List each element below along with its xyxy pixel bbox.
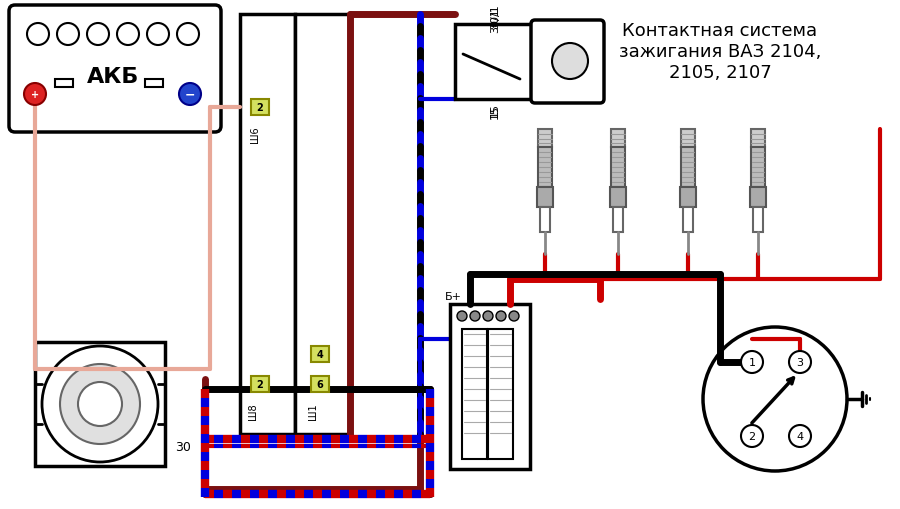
Text: 4: 4 <box>796 431 804 441</box>
Text: 1: 1 <box>749 357 755 367</box>
Circle shape <box>42 346 158 462</box>
Circle shape <box>60 364 140 444</box>
Bar <box>611 148 625 188</box>
Bar <box>683 208 693 233</box>
Bar <box>681 148 695 188</box>
Text: Ш1: Ш1 <box>308 403 318 419</box>
Bar <box>537 188 553 208</box>
Circle shape <box>117 24 139 46</box>
Circle shape <box>177 24 199 46</box>
Circle shape <box>741 425 763 447</box>
Bar <box>455 25 535 100</box>
Bar <box>462 329 487 459</box>
Text: Ш6: Ш6 <box>250 126 260 143</box>
Bar <box>488 329 513 459</box>
Bar <box>680 188 696 208</box>
Text: Контактная система
зажигания ВАЗ 2104,
2105, 2107: Контактная система зажигания ВАЗ 2104, 2… <box>619 22 821 81</box>
Bar <box>35 343 165 466</box>
Bar <box>251 376 269 392</box>
Bar <box>751 130 765 148</box>
Text: 4: 4 <box>317 349 323 359</box>
Circle shape <box>789 351 811 373</box>
Text: 2: 2 <box>256 103 264 113</box>
Text: 15: 15 <box>490 105 500 119</box>
FancyBboxPatch shape <box>531 21 604 104</box>
Text: 2: 2 <box>256 379 264 389</box>
Circle shape <box>703 327 847 471</box>
Text: 6: 6 <box>317 379 323 389</box>
Circle shape <box>57 24 79 46</box>
Bar <box>240 15 295 434</box>
Circle shape <box>179 84 201 106</box>
Bar <box>753 208 763 233</box>
Bar <box>750 188 766 208</box>
Text: +: + <box>31 90 39 100</box>
Text: 2: 2 <box>749 431 756 441</box>
Text: АКБ: АКБ <box>86 67 140 87</box>
Bar <box>295 15 350 434</box>
Bar <box>610 188 626 208</box>
Text: −: − <box>184 89 195 101</box>
Text: 30: 30 <box>175 441 191 454</box>
Bar <box>55 80 73 88</box>
Bar <box>538 130 552 148</box>
Text: 30/1: 30/1 <box>490 9 500 33</box>
Bar <box>450 304 530 469</box>
Bar <box>681 130 695 148</box>
Circle shape <box>496 312 506 321</box>
Circle shape <box>27 24 49 46</box>
Bar <box>540 208 550 233</box>
Bar <box>311 376 329 392</box>
Text: Ш8: Ш8 <box>248 403 258 419</box>
Bar <box>613 208 623 233</box>
Text: 15: 15 <box>490 103 500 117</box>
Circle shape <box>457 312 467 321</box>
Circle shape <box>552 44 588 80</box>
Bar <box>251 100 269 116</box>
Circle shape <box>789 425 811 447</box>
Circle shape <box>741 351 763 373</box>
Bar <box>611 130 625 148</box>
Circle shape <box>483 312 493 321</box>
Bar <box>145 80 163 88</box>
Circle shape <box>509 312 519 321</box>
Bar <box>751 148 765 188</box>
Circle shape <box>470 312 480 321</box>
Circle shape <box>87 24 109 46</box>
Bar <box>538 148 552 188</box>
Text: 30/1: 30/1 <box>490 5 500 30</box>
Text: 3: 3 <box>796 357 804 367</box>
FancyBboxPatch shape <box>9 6 221 133</box>
Text: Б+: Б+ <box>445 292 462 301</box>
Circle shape <box>24 84 46 106</box>
Bar <box>311 346 329 362</box>
Circle shape <box>147 24 169 46</box>
Circle shape <box>78 382 122 426</box>
